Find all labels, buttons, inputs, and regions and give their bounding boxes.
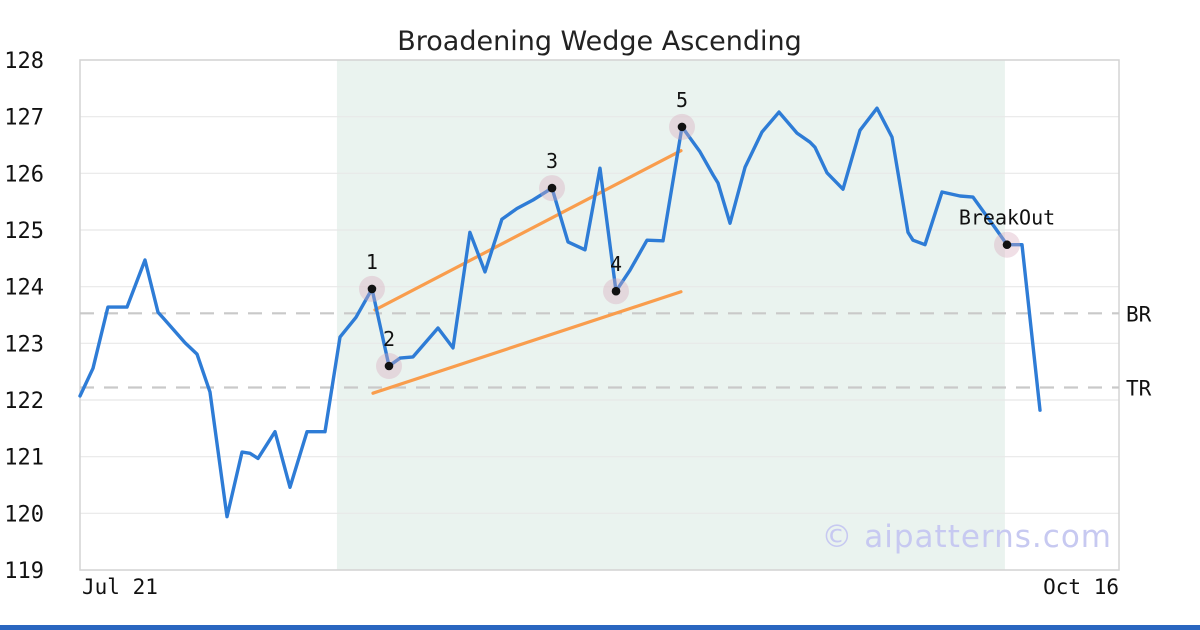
y-tick-label: 128 — [4, 49, 44, 74]
pivot-3-marker-dot — [547, 183, 557, 193]
y-tick-label: 125 — [4, 219, 44, 244]
x-axis-label-end: Oct 16 — [1043, 575, 1119, 599]
upper-trendline — [373, 149, 683, 312]
hline-label-tr: TR — [1126, 377, 1152, 401]
pivot-4-marker-dot — [611, 286, 621, 296]
y-tick-label: 124 — [4, 276, 44, 301]
pattern-region — [336, 60, 1005, 570]
y-tick-label: 122 — [4, 389, 44, 414]
pivot-1-label: 1 — [366, 250, 378, 274]
pivot-1-marker-dot — [367, 284, 377, 294]
y-tick-label: 123 — [4, 332, 44, 357]
plot-border — [79, 59, 1120, 571]
pivot-4-label: 4 — [610, 252, 622, 276]
watermark: © aipatterns.com — [821, 519, 1112, 555]
lower-trendline — [371, 290, 683, 395]
breakout-marker-dot — [1002, 240, 1012, 250]
price-line — [78, 106, 1042, 519]
pivot-5-marker-dot — [677, 122, 687, 132]
y-tick-label: 126 — [4, 162, 44, 187]
y-tick-label: 121 — [4, 446, 44, 471]
y-tick-label: 127 — [4, 106, 44, 131]
footer-accent-bar — [0, 625, 1200, 630]
pivot-3-label: 3 — [546, 149, 558, 173]
hline-label-br: BR — [1126, 302, 1152, 326]
pivot-2-marker-dot — [384, 361, 394, 371]
pivot-5-label: 5 — [676, 88, 688, 112]
y-tick-label: 120 — [4, 502, 44, 527]
y-tick-label: 119 — [4, 559, 44, 584]
breakout-label: BreakOut — [959, 206, 1055, 230]
x-axis-label-start: Jul 21 — [82, 575, 158, 599]
chart-title: Broadening Wedge Ascending — [397, 26, 802, 57]
pivot-2-label: 2 — [383, 327, 395, 351]
